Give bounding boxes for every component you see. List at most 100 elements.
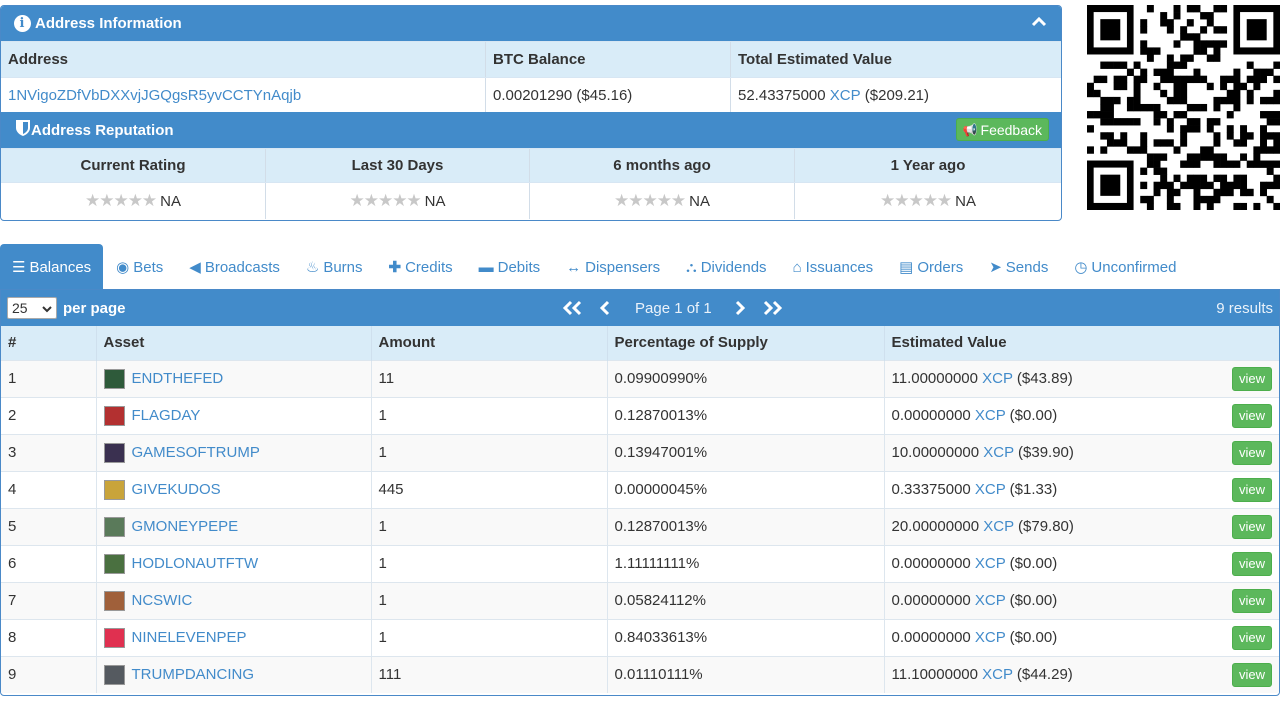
asset-link[interactable]: TRUMPDANCING bbox=[131, 666, 255, 684]
asset-icon bbox=[103, 664, 125, 685]
asset-link[interactable]: GIVEKUDOS bbox=[131, 481, 221, 498]
table-row: 4 GIVEKUDOS 445 0.00000045% 0.33375000 X… bbox=[1, 470, 1279, 508]
tab-broadcasts[interactable]: ◀ Broadcasts bbox=[176, 244, 293, 290]
tab-unconfirmed[interactable]: ◷ Unconfirmed bbox=[1061, 244, 1189, 290]
tab-dispensers[interactable]: ↔ Dispensers bbox=[553, 244, 673, 290]
reputation-columns: Current Rating Last 30 Days 6 months ago… bbox=[1, 148, 1061, 182]
prev-page-icon[interactable] bbox=[599, 300, 611, 316]
estimated-value-cell: 11.00000000 XCP ($43.89) view bbox=[884, 359, 1279, 397]
tab-label: Broadcasts bbox=[204, 258, 280, 276]
row-index: 5 bbox=[1, 507, 97, 545]
table-row: 3 GAMESOFTRUMP 1 0.13947001% 10.00000000… bbox=[1, 433, 1279, 471]
tab-label: Credits bbox=[405, 258, 453, 276]
arrows-h-icon: ↔ bbox=[566, 258, 582, 276]
view-button[interactable]: view bbox=[1231, 551, 1272, 576]
last-page-icon[interactable] bbox=[760, 300, 784, 316]
asset-icon bbox=[103, 516, 125, 537]
asset-icon bbox=[103, 442, 125, 463]
ev-asset-link[interactable]: XCP bbox=[974, 629, 1006, 646]
asset-icon bbox=[103, 590, 125, 611]
amount-cell: 445 bbox=[371, 470, 608, 508]
btc-balance-value: 0.00201290 ($45.16) bbox=[486, 78, 731, 112]
asset-link[interactable]: HODLONAUTFTW bbox=[131, 555, 259, 572]
asset-link[interactable]: FLAGDAY bbox=[131, 407, 201, 424]
ev-usd: ($0.00) bbox=[1009, 407, 1058, 424]
view-button[interactable]: view bbox=[1231, 477, 1272, 502]
col-asset: Asset bbox=[96, 326, 372, 360]
ev-asset-link[interactable]: XCP bbox=[974, 407, 1006, 424]
view-button[interactable]: view bbox=[1231, 625, 1272, 650]
asset-link[interactable]: GMONEYPEPE bbox=[131, 518, 239, 535]
list-icon: ☰ bbox=[12, 259, 26, 276]
chevron-up-icon[interactable] bbox=[1031, 15, 1047, 32]
tab-balances[interactable]: ☰ Balances bbox=[0, 244, 104, 290]
ev-asset-link[interactable]: XCP bbox=[983, 518, 1014, 535]
col-6-months: 6 months ago bbox=[530, 149, 795, 182]
tab-label: Burns bbox=[323, 258, 363, 276]
tab-debits[interactable]: ▬ Debits bbox=[466, 244, 554, 290]
row-index: 2 bbox=[1, 396, 97, 434]
ev-asset-link[interactable]: XCP bbox=[982, 666, 1013, 684]
shield-icon bbox=[15, 119, 31, 141]
ev-amount: 0.00000000 bbox=[891, 407, 971, 424]
ev-asset-link[interactable]: XCP bbox=[974, 592, 1006, 609]
view-button[interactable]: view bbox=[1231, 366, 1272, 391]
ev-amount: 0.00000000 bbox=[891, 629, 971, 646]
col-index: # bbox=[1, 326, 97, 360]
view-button[interactable]: view bbox=[1231, 514, 1272, 539]
tab-issuances[interactable]: ⌂ Issuances bbox=[780, 244, 887, 290]
address-info-panel: i Address Information Address BTC Balanc… bbox=[0, 5, 1062, 221]
reputation-title: Address Reputation bbox=[31, 121, 174, 139]
tab-orders[interactable]: ▤ Orders bbox=[886, 244, 976, 290]
tab-credits[interactable]: ✚ Credits bbox=[376, 244, 466, 290]
pager-bar: 25 per page Page 1 of 1 9 results bbox=[1, 290, 1279, 326]
page-indicator: Page 1 of 1 bbox=[635, 299, 712, 317]
asset-link[interactable]: GAMESOFTRUMP bbox=[131, 444, 260, 461]
tab-label: Issuances bbox=[805, 258, 874, 276]
tab-bets[interactable]: ◉ Bets bbox=[103, 244, 176, 290]
percentage-cell: 0.13947001% bbox=[607, 433, 885, 471]
address-link[interactable]: 1NVigoZDfVbDXXvjJGQgsR5yvCCTYnAqjb bbox=[8, 86, 302, 104]
sitemap-icon: ⛬ bbox=[686, 258, 697, 276]
star-rating-icon: ★★★★★ bbox=[84, 191, 157, 210]
per-page-select[interactable]: 25 bbox=[7, 297, 57, 319]
address-info-header: i Address Information bbox=[1, 6, 1061, 41]
ev-usd: ($39.90) bbox=[1018, 444, 1074, 461]
tab-dividends[interactable]: ⛬ Dividends bbox=[673, 244, 779, 290]
asset-link[interactable]: ENDTHEFED bbox=[131, 370, 224, 387]
view-button[interactable]: view bbox=[1231, 662, 1272, 687]
asset-cell: GMONEYPEPE bbox=[96, 507, 372, 545]
view-button[interactable]: view bbox=[1231, 588, 1272, 613]
table-row: 8 NINELEVENPEP 1 0.84033613% 0.00000000 … bbox=[1, 618, 1279, 656]
tab-burns[interactable]: ♨ Burns bbox=[293, 244, 376, 290]
star-rating-icon: ★★★★★ bbox=[349, 191, 421, 210]
ev-asset-link[interactable]: XCP bbox=[974, 481, 1006, 498]
ev-asset-link[interactable]: XCP bbox=[983, 444, 1014, 461]
percentage-cell: 0.84033613% bbox=[607, 618, 885, 656]
row-index: 1 bbox=[1, 359, 97, 397]
next-page-icon[interactable] bbox=[734, 300, 746, 316]
view-button[interactable]: view bbox=[1231, 440, 1272, 465]
asset-link[interactable]: NCSWIC bbox=[131, 592, 193, 609]
table-row: 2 FLAGDAY 1 0.12870013% 0.00000000 XCP (… bbox=[1, 396, 1279, 434]
first-page-icon[interactable] bbox=[561, 300, 585, 316]
tab-label: Orders bbox=[917, 258, 964, 276]
ev-amount: 10.00000000 bbox=[891, 444, 980, 461]
amount-cell: 1 bbox=[371, 618, 608, 656]
amount-cell: 1 bbox=[371, 433, 608, 471]
ev-asset-link[interactable]: XCP bbox=[974, 555, 1006, 572]
reputation-header: Address Reputation 📢 Feedback bbox=[1, 112, 1061, 148]
ev-usd: ($0.00) bbox=[1009, 629, 1058, 646]
feedback-button[interactable]: 📢 Feedback bbox=[955, 118, 1049, 141]
ev-asset-link[interactable]: XCP bbox=[982, 370, 1013, 387]
paper-plane-icon: ➤ bbox=[989, 259, 1002, 276]
ev-usd: ($1.33) bbox=[1009, 481, 1058, 498]
tab-label: Dispensers bbox=[585, 258, 661, 276]
view-button[interactable]: view bbox=[1231, 403, 1272, 428]
tab-sends[interactable]: ➤ Sends bbox=[976, 244, 1061, 290]
total-value-asset-link[interactable]: XCP bbox=[829, 86, 861, 104]
asset-link[interactable]: NINELEVENPEP bbox=[131, 629, 247, 646]
star-rating-icon: ★★★★★ bbox=[613, 191, 686, 210]
tab-label: Dividends bbox=[700, 258, 767, 276]
amount-cell: 1 bbox=[371, 396, 608, 434]
